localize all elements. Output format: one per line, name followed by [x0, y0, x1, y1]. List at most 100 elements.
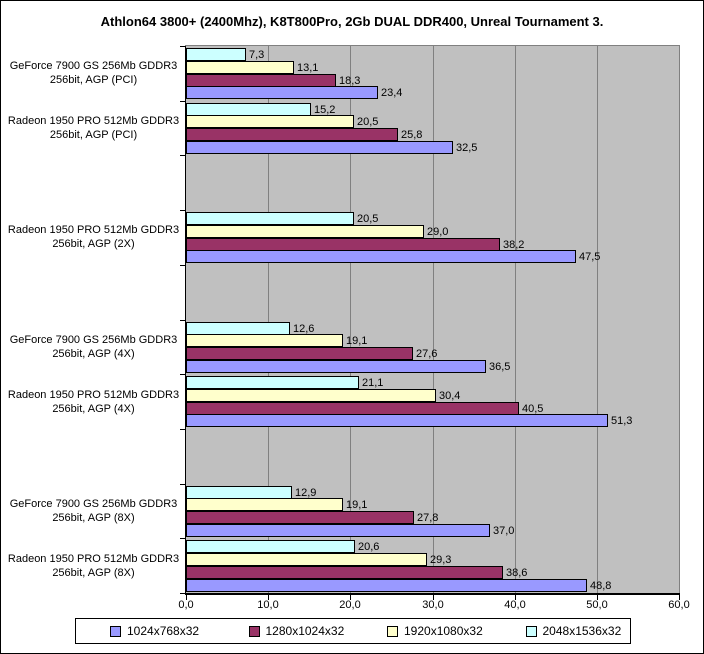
- category-label: GeForce 7900 GS 256Mb GDDR3 256bit, AGP …: [9, 60, 178, 86]
- value-axis-tick-label: 0,0: [178, 599, 194, 611]
- category-label: GeForce 7900 GS 256Mb GDDR3 256bit, AGP …: [9, 334, 178, 360]
- value-axis-tick-label: 50,0: [586, 599, 608, 611]
- bar-value-label: 40,5: [522, 402, 544, 415]
- category-label: Radeon 1950 PRO 512Mb GDDR3 256bit, AGP …: [7, 224, 180, 250]
- value-axis-tick: [679, 595, 680, 600]
- bar-1280x1024x32: 40,5: [186, 402, 543, 415]
- category-axis-tick: [180, 320, 186, 321]
- category-label: GeForce 7900 GS 256Mb GDDR3 256bit, AGP …: [9, 498, 178, 524]
- gridline: [350, 46, 351, 593]
- legend-item: 1024x768x32: [76, 624, 215, 638]
- legend-marker-1280x1024x32: [248, 625, 260, 637]
- legend: 1024x768x32 1280x1024x32 1920x1080x32 2048x…: [75, 618, 631, 644]
- bar-value-label: 30,4: [439, 389, 461, 402]
- legend-item: 1920x1080x32: [353, 624, 492, 638]
- value-axis-tick: [268, 595, 269, 600]
- bar-value-label: 15,2: [314, 103, 336, 116]
- category-axis-tick: [180, 374, 186, 375]
- bar-2048x1536x32: 20,6: [186, 540, 379, 553]
- legend-item: 1280x1024x32: [215, 624, 354, 638]
- bar-1920x1080x32: 29,0: [186, 225, 448, 238]
- value-axis-tick-label: 10,0: [257, 599, 279, 611]
- legend-marker-1920x1080x32: [387, 625, 398, 637]
- value-axis-tick-label: 60,0: [668, 599, 690, 611]
- legend-label: 2048x1536x32: [542, 624, 622, 638]
- category-axis-tick: [180, 210, 186, 211]
- bar-value-label: 38,2: [503, 238, 525, 251]
- value-axis-tick: [186, 595, 187, 600]
- bar-value-label: 19,1: [346, 334, 368, 347]
- bar-value-label: 23,4: [381, 86, 403, 99]
- category-label: Radeon 1950 PRO 512Mb GDDR3 256bit, AGP …: [7, 553, 180, 579]
- bar-value-label: 7,3: [249, 48, 265, 61]
- gridline: [515, 46, 516, 593]
- bar-value-label: 20,5: [357, 212, 379, 225]
- value-axis-tick: [350, 595, 351, 600]
- bar-value-label: 20,5: [357, 115, 379, 128]
- bar-value-label: 36,5: [489, 360, 511, 373]
- category-label: Radeon 1950 PRO 512Mb GDDR3 256bit, AGP …: [7, 389, 180, 415]
- bar-value-label: 29,0: [427, 225, 449, 238]
- value-axis-tick: [597, 595, 598, 600]
- bar-value-label: 38,6: [506, 566, 528, 579]
- legend-item: 2048x1536x32: [492, 624, 631, 638]
- value-axis-tick: [515, 595, 516, 600]
- category-axis-tick: [180, 46, 186, 47]
- gridline: [268, 46, 269, 593]
- bar-value-label: 48,8: [590, 579, 612, 592]
- gridline: [597, 46, 598, 593]
- legend-label: 1920x1080x32: [404, 624, 483, 638]
- value-axis-line: [185, 593, 680, 595]
- category-axis-tick: [180, 265, 186, 266]
- bar-1024x768x32: 51,3: [186, 414, 632, 427]
- bar-value-label: 20,6: [358, 540, 380, 553]
- bar-value-label: 37,0: [493, 524, 515, 537]
- value-axis-tick-label: 40,0: [504, 599, 526, 611]
- bar-1920x1080x32: 13,1: [186, 61, 318, 74]
- bar-value-label: 18,3: [339, 74, 361, 87]
- bar-1920x1080x32: 29,3: [186, 553, 451, 566]
- bar-1024x768x32: 23,4: [186, 86, 402, 99]
- bar-1280x1024x32: 27,6: [186, 347, 437, 360]
- bar-value-label: 29,3: [430, 553, 452, 566]
- bar-1280x1024x32: 25,8: [186, 128, 422, 141]
- bar-1024x768x32: 48,8: [186, 579, 611, 592]
- bar-value-label: 25,8: [401, 128, 423, 141]
- category-label: Radeon 1950 PRO 512Mb GDDR3 256bit, AGP …: [7, 115, 180, 141]
- bar-value-label: 27,6: [416, 347, 438, 360]
- gridline: [433, 46, 434, 593]
- legend-label: 1024x768x32: [127, 624, 200, 638]
- bar-1920x1080x32: 20,5: [186, 115, 378, 128]
- category-axis-tick: [180, 155, 186, 156]
- bar-value-label: 12,6: [293, 322, 315, 335]
- bar-1024x768x32: 47,5: [186, 250, 600, 263]
- bar-1280x1024x32: 38,6: [186, 566, 527, 579]
- bar-1920x1080x32: 19,1: [186, 334, 367, 347]
- bar-1024x768x32: 36,5: [186, 360, 510, 373]
- bar-value-label: 51,3: [611, 414, 633, 427]
- bar-1920x1080x32: 30,4: [186, 389, 460, 402]
- legend-label: 1280x1024x32: [265, 624, 345, 638]
- bar-1024x768x32: 37,0: [186, 524, 514, 537]
- plot-area: 7,3 13,1 18,3 23,4 15,2 20,5 25,8 32,5 20,5 29,0 3…: [185, 45, 680, 594]
- bar-value-label: 32,5: [456, 141, 478, 154]
- bar-1920x1080x32: 19,1: [186, 498, 367, 511]
- value-axis-tick-label: 20,0: [339, 599, 361, 611]
- category-axis-tick: [180, 538, 186, 539]
- value-axis-tick-label: 30,0: [422, 599, 444, 611]
- bar-2048x1536x32: 21,1: [186, 376, 383, 389]
- bar-1024x768x32: 32,5: [186, 141, 477, 154]
- category-axis-tick: [180, 593, 186, 594]
- bar-1280x1024x32: 27,8: [186, 511, 438, 524]
- value-axis-tick: [433, 595, 434, 600]
- bar-value-label: 12,9: [295, 486, 317, 499]
- bar-value-label: 21,1: [362, 376, 384, 389]
- legend-marker-2048x1536x32: [525, 625, 537, 637]
- bar-2048x1536x32: 7,3: [186, 48, 264, 61]
- legend-marker-1024x768x32: [110, 625, 121, 637]
- category-axis-tick: [180, 101, 186, 102]
- category-axis-tick: [180, 484, 186, 485]
- bar-value-label: 19,1: [346, 498, 368, 511]
- bar-value-label: 27,8: [417, 511, 439, 524]
